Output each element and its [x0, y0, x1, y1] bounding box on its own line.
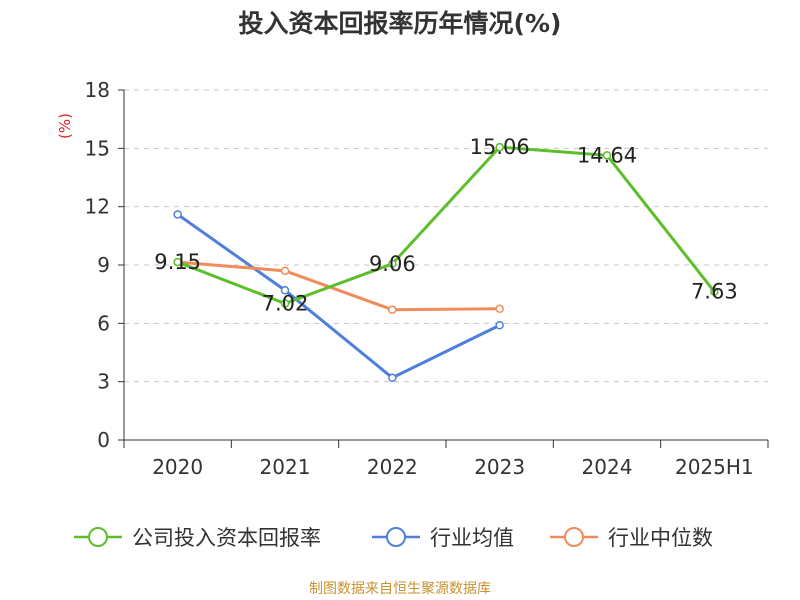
y-tick-label: 3: [97, 370, 110, 394]
data-point-industry-avg: [388, 373, 397, 383]
data-label: 15.06: [470, 135, 530, 159]
y-tick-label: 18: [85, 78, 110, 102]
x-tick-label: 2024: [582, 455, 633, 479]
y-tick-label: 15: [85, 136, 110, 160]
data-point-company: [388, 259, 397, 269]
legend-marker-company: [88, 527, 108, 547]
series-line-industry-median: [177, 260, 500, 312]
series-line-industry-avg: [176, 213, 501, 380]
y-tick-label: 12: [85, 195, 110, 219]
data-point-company: [173, 257, 182, 267]
data-point-company: [495, 142, 504, 152]
data-point-industry-median: [388, 305, 397, 314]
x-tick-label: 2020: [152, 455, 203, 479]
data-point-company: [710, 287, 719, 296]
y-tick-label: 0: [97, 428, 110, 452]
y-tick-label: 6: [97, 311, 110, 335]
data-point-industry-median: [280, 266, 290, 276]
legend-label-company: 公司投入资本回报率: [132, 526, 321, 550]
x-tick-label: 2022: [367, 455, 418, 479]
legend-marker-industry-avg: [386, 527, 406, 547]
data-label: 14.64: [577, 143, 637, 167]
series-line-company: [177, 145, 716, 305]
data-point-industry-avg: [173, 210, 182, 219]
x-tick-label: 2023: [474, 455, 525, 479]
data-point-industry-median: [495, 304, 504, 313]
legend-label-industry-avg: 行业均值: [430, 526, 514, 550]
data-label: 9.06: [369, 252, 416, 276]
data-label: 7.63: [691, 280, 738, 304]
y-tick-label: 9: [97, 253, 110, 277]
data-label: 7.02: [262, 292, 309, 316]
data-point-company: [602, 151, 612, 160]
x-tick-label: 2025H1: [675, 455, 754, 479]
data-point-company: [280, 299, 290, 308]
legend-label-industry-median: 行业中位数: [608, 526, 713, 550]
chart-title: 投入资本回报率历年情况(%): [238, 9, 562, 38]
legend-marker-industry-median: [564, 527, 584, 547]
data-point-industry-avg: [495, 321, 504, 330]
source-note: 制图数据来自恒生聚源数据库: [309, 581, 491, 597]
data-point-industry-avg: [280, 286, 290, 295]
data-label: 9.15: [154, 250, 201, 274]
y-axis-unit-label: (%): [56, 113, 74, 139]
x-tick-label: 2021: [260, 455, 311, 479]
